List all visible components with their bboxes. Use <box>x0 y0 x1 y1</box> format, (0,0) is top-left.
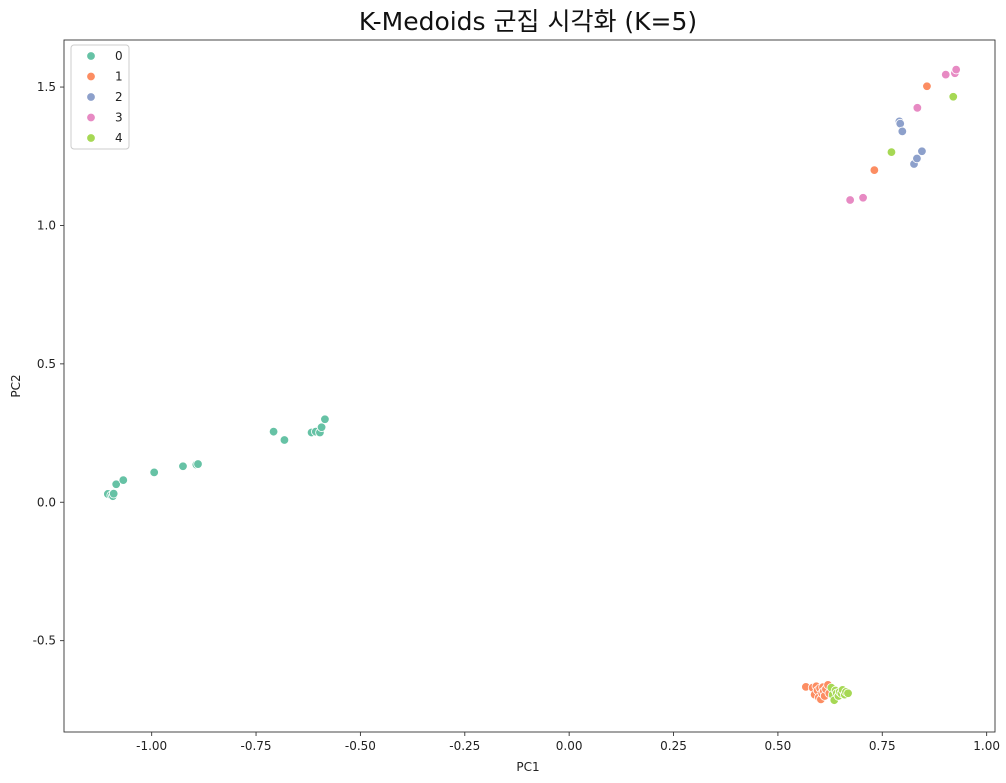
data-point <box>941 69 951 80</box>
x-tick-label: 0.25 <box>660 739 687 753</box>
x-tick-label: -0.50 <box>345 739 376 753</box>
legend-marker <box>86 51 96 61</box>
legend-marker <box>86 112 96 123</box>
legend-label: 2 <box>115 90 123 104</box>
plot-marks <box>103 64 961 705</box>
chart-title: K-Medoids 군집 시각화 (K=5) <box>359 7 697 36</box>
x-tick-label: -0.75 <box>241 739 272 753</box>
data-point <box>951 64 961 75</box>
legend-label: 4 <box>115 131 123 145</box>
legend-label: 0 <box>115 49 123 63</box>
data-point <box>917 146 927 156</box>
data-point <box>279 435 290 445</box>
y-tick-label: 0.0 <box>37 495 56 509</box>
data-point <box>843 688 853 698</box>
data-point <box>149 467 159 478</box>
data-point <box>845 195 855 205</box>
x-tick-label: 1.00 <box>973 739 1000 753</box>
x-tick-label: 0.00 <box>556 739 583 753</box>
data-point <box>178 461 188 471</box>
plot-area-frame <box>63 39 996 733</box>
data-point <box>118 475 128 485</box>
data-point <box>912 153 922 164</box>
y-axis: -0.5 0.0 0.5 1.0 1.5 <box>33 80 64 648</box>
data-point <box>922 81 932 91</box>
y-axis-label: PC2 <box>9 374 23 397</box>
data-point <box>320 414 330 424</box>
data-point <box>108 488 119 499</box>
data-point <box>316 422 327 432</box>
y-tick-label: -0.5 <box>33 634 56 648</box>
legend-label: 1 <box>115 70 123 84</box>
y-tick-label: 1.0 <box>37 218 56 232</box>
legend-label: 3 <box>115 111 123 125</box>
data-point <box>111 479 121 489</box>
data-point <box>858 193 868 203</box>
x-axis-label: PC1 <box>516 760 539 774</box>
data-point <box>912 103 923 113</box>
series-2 <box>894 116 927 169</box>
legend-marker <box>86 133 96 143</box>
x-tick-label: 0.50 <box>765 739 792 753</box>
data-point <box>897 126 908 137</box>
data-point <box>948 92 958 102</box>
y-tick-label: 0.5 <box>37 357 56 371</box>
legend-marker <box>86 92 96 102</box>
data-point <box>895 118 905 129</box>
legend-marker <box>86 71 96 82</box>
series-3 <box>845 64 961 205</box>
series-1 <box>801 81 932 705</box>
series-4 <box>826 92 958 705</box>
data-point <box>193 459 203 469</box>
legend: 0 1 2 3 4 <box>70 44 130 150</box>
data-point <box>869 165 880 175</box>
x-tick-label: -1.00 <box>136 739 167 753</box>
y-tick-label: 1.5 <box>37 80 56 94</box>
x-tick-label: -0.25 <box>449 739 480 753</box>
x-axis: -1.00 -0.75 -0.50 -0.25 0.00 0.25 0.50 0.75 1.00 <box>136 732 1000 753</box>
legend-box <box>70 44 130 150</box>
data-point <box>886 147 897 157</box>
data-point <box>268 426 279 437</box>
x-tick-label: 0.75 <box>869 739 896 753</box>
series-0 <box>103 414 330 501</box>
